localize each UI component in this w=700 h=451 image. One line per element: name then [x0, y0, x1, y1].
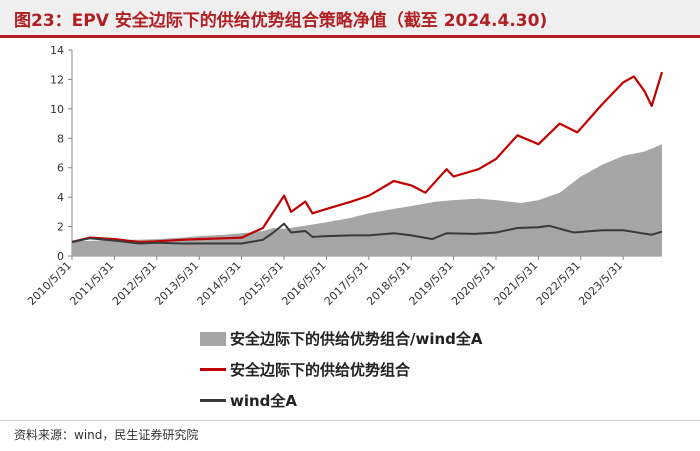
legend-item-portfolio: 安全边际下的供给优势组合 — [200, 354, 483, 385]
source-note: 资料来源：wind，民生证券研究院 — [14, 428, 199, 442]
x-tick-label: 2016/5/31 — [279, 259, 328, 308]
legend-swatch-red-line — [200, 368, 226, 371]
legend-label-portfolio: 安全边际下的供给优势组合 — [230, 361, 411, 379]
series-line-index — [71, 222, 663, 245]
series-area-ratio — [72, 144, 662, 256]
x-tick-label: 2017/5/31 — [322, 259, 371, 308]
x-tick-label: 2018/5/31 — [364, 259, 413, 308]
x-tick-label: 2019/5/31 — [407, 259, 456, 308]
x-tick-label: 2012/5/31 — [110, 259, 159, 308]
legend-label-index: wind全A — [230, 392, 298, 410]
x-tick-label: 2011/5/31 — [67, 259, 116, 308]
x-tick-label: 2020/5/31 — [449, 259, 498, 308]
footer-divider — [0, 420, 700, 421]
series-line-portfolio — [71, 71, 664, 244]
legend-swatch-area — [200, 331, 226, 346]
y-tick-label: 10 — [50, 103, 64, 116]
y-tick-label: 8 — [57, 132, 64, 145]
x-tick-label: 2013/5/31 — [152, 259, 201, 308]
y-tick-label: 0 — [57, 250, 64, 263]
chart-title: 图23：EPV 安全边际下的供给优势组合策略净值（截至 2024.4.30) — [14, 11, 548, 31]
y-tick-label: 6 — [57, 162, 64, 175]
x-tick-label: 2014/5/31 — [195, 259, 244, 308]
title-bar: 图23：EPV 安全边际下的供给优势组合策略净值（截至 2024.4.30) — [0, 0, 700, 38]
y-tick-label: 12 — [50, 73, 64, 86]
x-tick-label: 2015/5/31 — [237, 259, 286, 308]
legend-swatch-dark-line — [200, 399, 226, 402]
y-tick-label: 14 — [50, 44, 64, 57]
legend: 安全边际下的供给优势组合/wind全A 安全边际下的供给优势组合 wind全A — [200, 323, 483, 416]
legend-item-index: wind全A — [200, 385, 483, 416]
chart-canvas: 024681012142010/5/312011/5/312012/5/3120… — [25, 44, 664, 308]
x-tick-label: 2022/5/31 — [534, 259, 583, 308]
x-tick-label: 2023/5/31 — [576, 259, 625, 308]
x-tick-label: 2021/5/31 — [491, 259, 540, 308]
y-tick-label: 4 — [57, 191, 64, 204]
x-tick-label: 2010/5/31 — [25, 259, 74, 308]
legend-label-ratio: 安全边际下的供给优势组合/wind全A — [230, 330, 483, 348]
y-tick-label: 2 — [57, 221, 64, 234]
legend-item-ratio: 安全边际下的供给优势组合/wind全A — [200, 323, 483, 354]
